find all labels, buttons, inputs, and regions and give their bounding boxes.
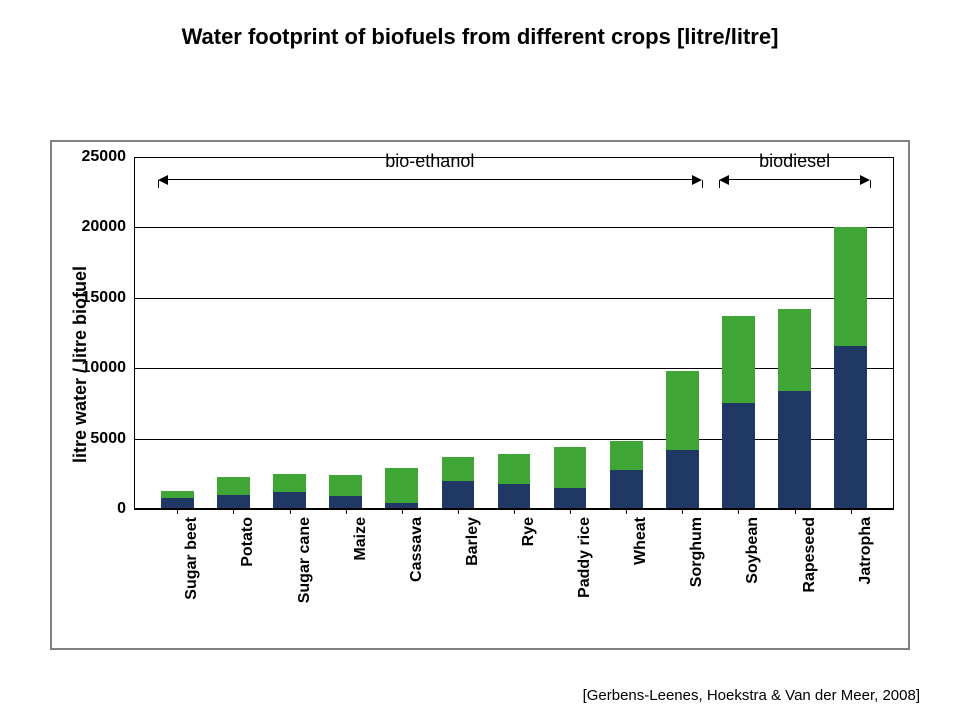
y-tick-label: 25000 <box>82 148 135 166</box>
bar <box>329 157 362 509</box>
x-tick <box>290 509 291 514</box>
y-tick-label: 10000 <box>82 359 135 377</box>
bar-segment-blue <box>217 495 250 509</box>
citation-text: [Gerbens-Leenes, Hoekstra & Van der Meer… <box>583 687 920 704</box>
bar-segment-green <box>610 441 643 469</box>
x-tick <box>402 509 403 514</box>
x-tick <box>682 509 683 514</box>
x-category-label: Jatropha <box>857 517 875 585</box>
x-tick <box>795 509 796 514</box>
plot-area: bio-ethanolbiodiesel <box>134 157 894 509</box>
chart-frame: litre water / litre biofuel bio-ethanolb… <box>50 140 910 650</box>
x-category-label: Paddy rice <box>576 517 594 598</box>
y-tick-label: 0 <box>117 500 134 518</box>
bar-segment-green <box>273 474 306 492</box>
bar <box>666 157 699 509</box>
x-tick <box>738 509 739 514</box>
x-category-label: Sorghum <box>688 517 706 587</box>
bar <box>498 157 531 509</box>
bar-segment-blue <box>161 498 194 509</box>
bar-segment-blue <box>778 391 811 509</box>
bar-segment-blue <box>329 496 362 509</box>
bar-segment-green <box>666 371 699 450</box>
bar-segment-green <box>554 447 587 488</box>
bar-segment-green <box>498 454 531 484</box>
bar-segment-blue <box>610 470 643 509</box>
x-category-label: Potato <box>239 517 257 567</box>
x-tick <box>851 509 852 514</box>
bar <box>385 157 418 509</box>
x-tick <box>514 509 515 514</box>
bar <box>554 157 587 509</box>
bar-segment-blue <box>722 403 755 509</box>
bar <box>161 157 194 509</box>
bar-segment-green <box>442 457 475 481</box>
y-tick-label: 20000 <box>82 218 135 236</box>
bar-segment-blue <box>666 450 699 509</box>
x-category-label: Wheat <box>632 517 650 565</box>
x-category-label: Sugar beet <box>183 517 201 600</box>
bar-segment-blue <box>498 484 531 509</box>
bar-segment-green <box>161 491 194 498</box>
page-title: Water footprint of biofuels from differe… <box>0 24 960 50</box>
bar-segment-blue <box>273 492 306 509</box>
bar <box>834 157 867 509</box>
bar-segment-green <box>217 477 250 495</box>
x-tick <box>570 509 571 514</box>
x-tick <box>346 509 347 514</box>
x-tick <box>458 509 459 514</box>
bar <box>442 157 475 509</box>
bar-segment-green <box>722 316 755 403</box>
x-category-label: Sugar cane <box>296 517 314 603</box>
bar <box>217 157 250 509</box>
bar-segment-green <box>385 468 418 503</box>
bar <box>778 157 811 509</box>
bar-segment-blue <box>442 481 475 509</box>
bar <box>273 157 306 509</box>
x-category-label: Soybean <box>744 517 762 584</box>
bar-segment-green <box>329 475 362 496</box>
page-root: Water footprint of biofuels from differe… <box>0 0 960 720</box>
bar-segment-green <box>834 227 867 345</box>
x-category-label: Cassava <box>408 517 426 582</box>
bar-segment-blue <box>834 346 867 509</box>
bar <box>610 157 643 509</box>
x-tick <box>626 509 627 514</box>
x-category-label: Rye <box>520 517 538 546</box>
x-tick <box>177 509 178 514</box>
y-tick-label: 15000 <box>82 289 135 307</box>
bar-segment-blue <box>554 488 587 509</box>
x-category-label: Maize <box>352 517 370 561</box>
y-tick-label: 5000 <box>90 430 134 448</box>
bar-segment-green <box>778 309 811 391</box>
bar <box>722 157 755 509</box>
x-category-label: Rapeseed <box>801 517 819 593</box>
x-category-label: Barley <box>464 517 482 566</box>
bars-container <box>134 157 894 509</box>
x-tick <box>233 509 234 514</box>
